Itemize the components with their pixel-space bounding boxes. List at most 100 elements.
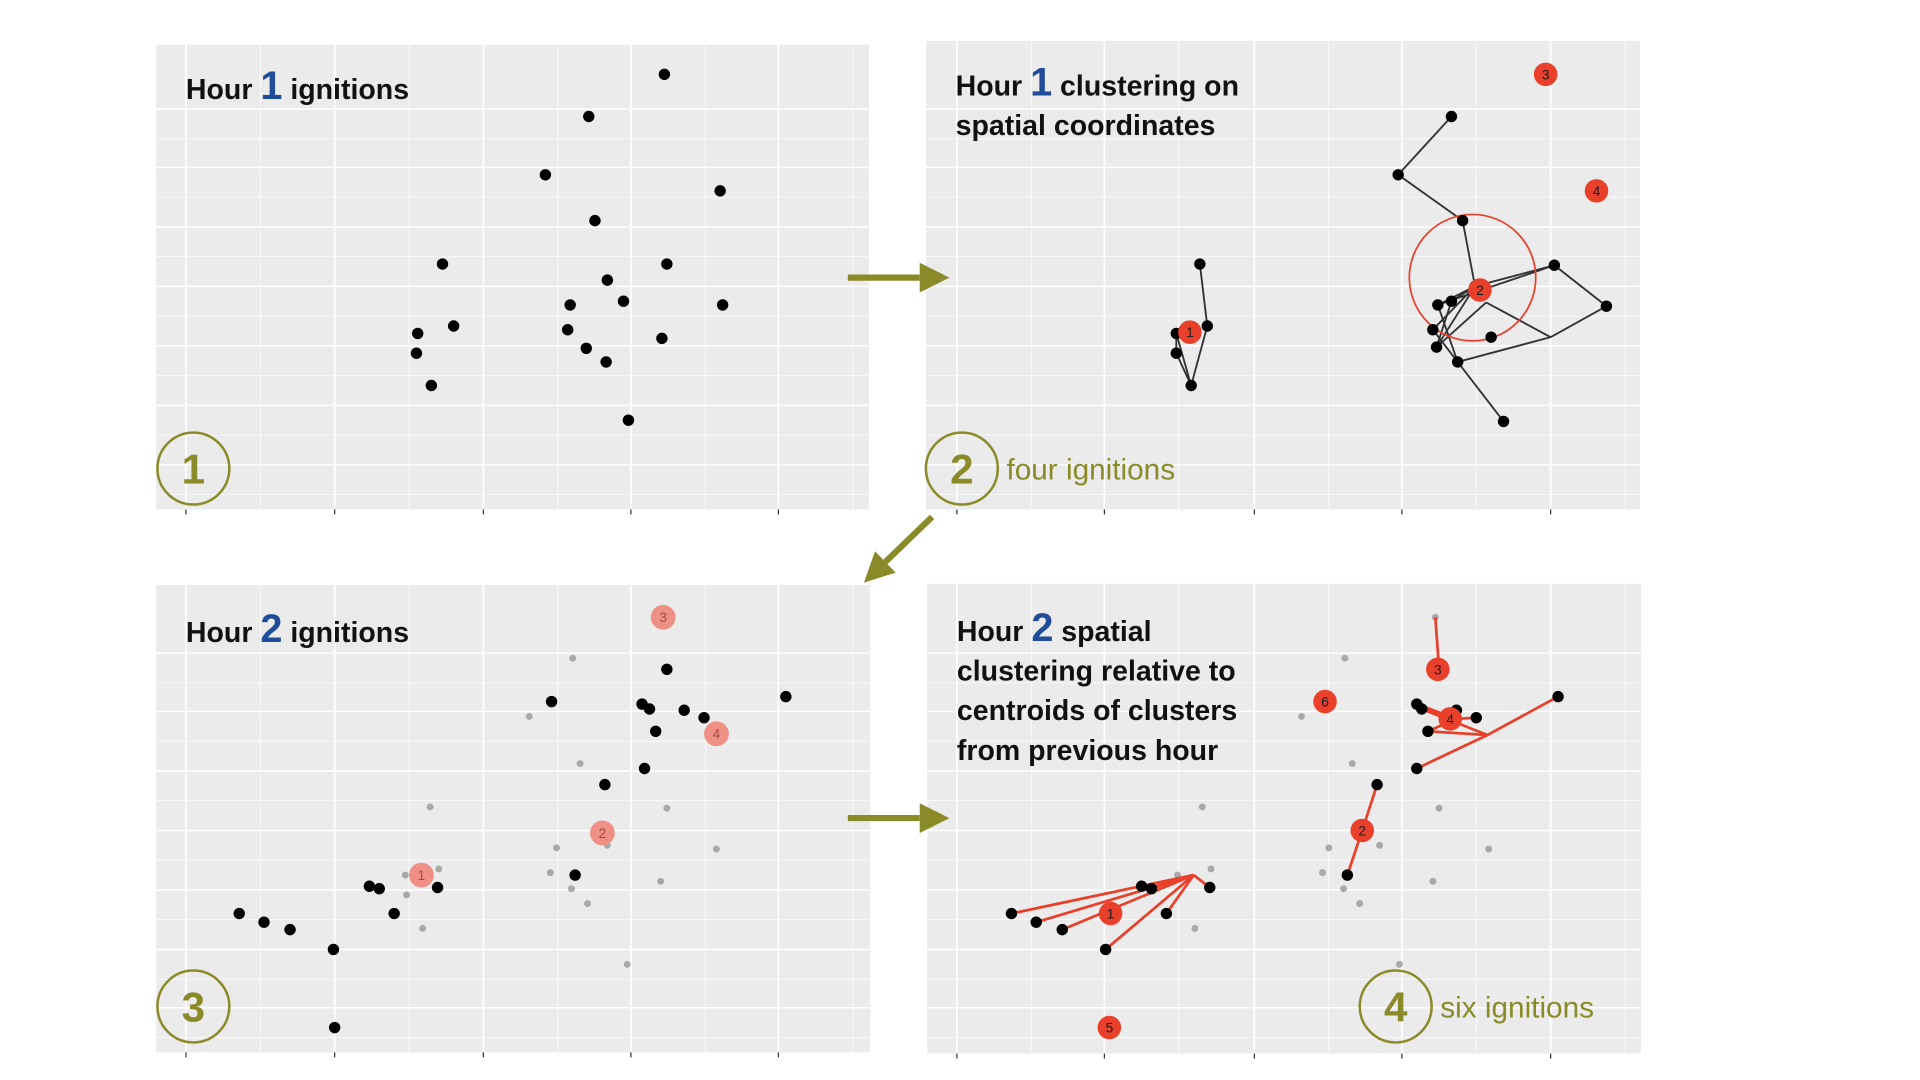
- centroid-label: 3: [659, 610, 667, 625]
- arrow-panel-3-to-4: [847, 803, 950, 833]
- centroid-2: 2: [1468, 278, 1492, 302]
- ignition-point: [658, 68, 671, 81]
- ignition-point: [328, 1021, 341, 1034]
- centroid-6: 6: [1313, 689, 1337, 714]
- ignition-point: [373, 883, 385, 895]
- ignition-point: [698, 711, 710, 724]
- cluster-link: [1436, 304, 1459, 363]
- title-line-1: Hour 1 ignitions: [186, 64, 409, 108]
- ghost-ignition-point: [1207, 865, 1215, 873]
- ignition-point: [649, 725, 662, 738]
- title-hour-number: 1: [1030, 60, 1052, 104]
- cluster-link: [1151, 873, 1195, 891]
- centroid-label: 2: [1476, 283, 1484, 298]
- cluster-link: [1397, 174, 1464, 222]
- step-caption: four ignitions: [1006, 454, 1175, 487]
- ghost-ignition-point: [1435, 804, 1443, 812]
- ignition-point: [1099, 943, 1112, 956]
- panel-2: 1 2 3 4 Hour 1 clustering on spatial coordina…: [924, 40, 1640, 515]
- ignition-point: [1445, 295, 1458, 307]
- centroid-marker: [704, 721, 729, 747]
- ignition-point: [284, 923, 296, 936]
- title-hour-prefix: Hour: [186, 74, 260, 106]
- step-badge: 4 six ignitions: [1358, 969, 1594, 1044]
- cluster-link: [1435, 300, 1453, 348]
- ignition-point: [327, 943, 340, 956]
- ghost-ignition-point: [1376, 841, 1384, 849]
- arrow-head: [919, 803, 950, 833]
- step-number: 4: [1384, 983, 1408, 1030]
- step-badge: 3: [156, 969, 231, 1044]
- ghost-ignition-point: [576, 760, 584, 768]
- ignition-point: [1416, 703, 1428, 715]
- centroid-label: 4: [1593, 184, 1601, 199]
- cluster-link: [1165, 874, 1195, 915]
- ignition-point: [1445, 110, 1458, 123]
- ghost-ignition-point: [1429, 877, 1437, 885]
- ghost-ignition-point: [1341, 654, 1349, 662]
- title-text: ignitions: [282, 617, 409, 649]
- panel-background: [156, 585, 871, 1053]
- cluster-link: [1198, 263, 1209, 327]
- title-hour-number: 2: [1031, 606, 1053, 650]
- centroid-3: 3: [650, 604, 676, 630]
- ignition-point: [643, 703, 656, 715]
- cluster-link: [1432, 329, 1459, 363]
- ignition-point: [1160, 907, 1173, 920]
- ghost-ignition-point: [1348, 760, 1356, 768]
- ghost-ignition-point: [1198, 803, 1206, 811]
- ignition-point: [1548, 259, 1561, 271]
- ignition-point: [714, 185, 726, 197]
- ghost-ignition-point: [657, 877, 665, 885]
- centroid-marker: [1533, 62, 1558, 87]
- ignition-point: [258, 916, 270, 928]
- ignition-point: [1430, 341, 1443, 353]
- cluster-link: [1435, 301, 1487, 348]
- ignition-point: [539, 169, 552, 181]
- title-text: spatial: [1053, 616, 1151, 648]
- panel-background: [925, 40, 1640, 510]
- ghost-ignition-point: [1356, 900, 1364, 908]
- ignition-point: [363, 880, 376, 892]
- ghost-ignition-point: [569, 654, 577, 662]
- ghost-ignition-point: [1395, 960, 1403, 968]
- panel-grid: [156, 585, 871, 1058]
- centroid-marker: [1438, 707, 1463, 731]
- ignition-point: [1005, 907, 1018, 920]
- cluster-link: [1461, 220, 1476, 287]
- ghost-ignition-point: [567, 885, 575, 893]
- ghost-ignition-point: [584, 900, 591, 908]
- panel-3: 1 2 3 4 Hour 2 ignitions 3: [156, 585, 871, 1058]
- ignition-point: [569, 869, 581, 881]
- title-text: clustering on: [1052, 70, 1239, 102]
- cluster-link: [1550, 305, 1607, 338]
- centroid-label: 2: [599, 826, 607, 841]
- ignition-point: [617, 295, 630, 307]
- title-line-2: clustering relative to: [957, 655, 1236, 687]
- centroid-label: 1: [1186, 325, 1194, 340]
- ghost-ignition-point: [435, 865, 443, 873]
- arrow-panel-1-to-2: [847, 262, 950, 293]
- centroid-4: 4: [704, 721, 729, 747]
- arrow-head: [919, 262, 950, 293]
- ignition-point: [600, 356, 612, 368]
- ignition-point: [656, 332, 668, 345]
- title-line-4: from previous hour: [957, 735, 1218, 767]
- step-number: 2: [950, 445, 973, 492]
- ghost-ignition-point: [1191, 924, 1199, 932]
- cluster-link: [1427, 729, 1488, 737]
- ignition-point: [1341, 869, 1354, 881]
- cluster-link: [1397, 115, 1453, 176]
- ignition-point: [1552, 690, 1564, 703]
- ignition-point: [661, 663, 673, 676]
- centroid-marker: [1350, 818, 1374, 843]
- ignition-point: [431, 881, 444, 894]
- ghost-ignition-point: [403, 891, 411, 899]
- ignition-point: [412, 327, 424, 340]
- ghost-ignition-point: [546, 869, 554, 877]
- panel-background: [927, 583, 1642, 1054]
- panel-title: Hour 2 spatial clustering relative to cent…: [957, 606, 1237, 767]
- centroid-2: 2: [590, 820, 615, 846]
- ignition-point: [780, 690, 792, 703]
- ghost-ignition-point: [525, 712, 533, 720]
